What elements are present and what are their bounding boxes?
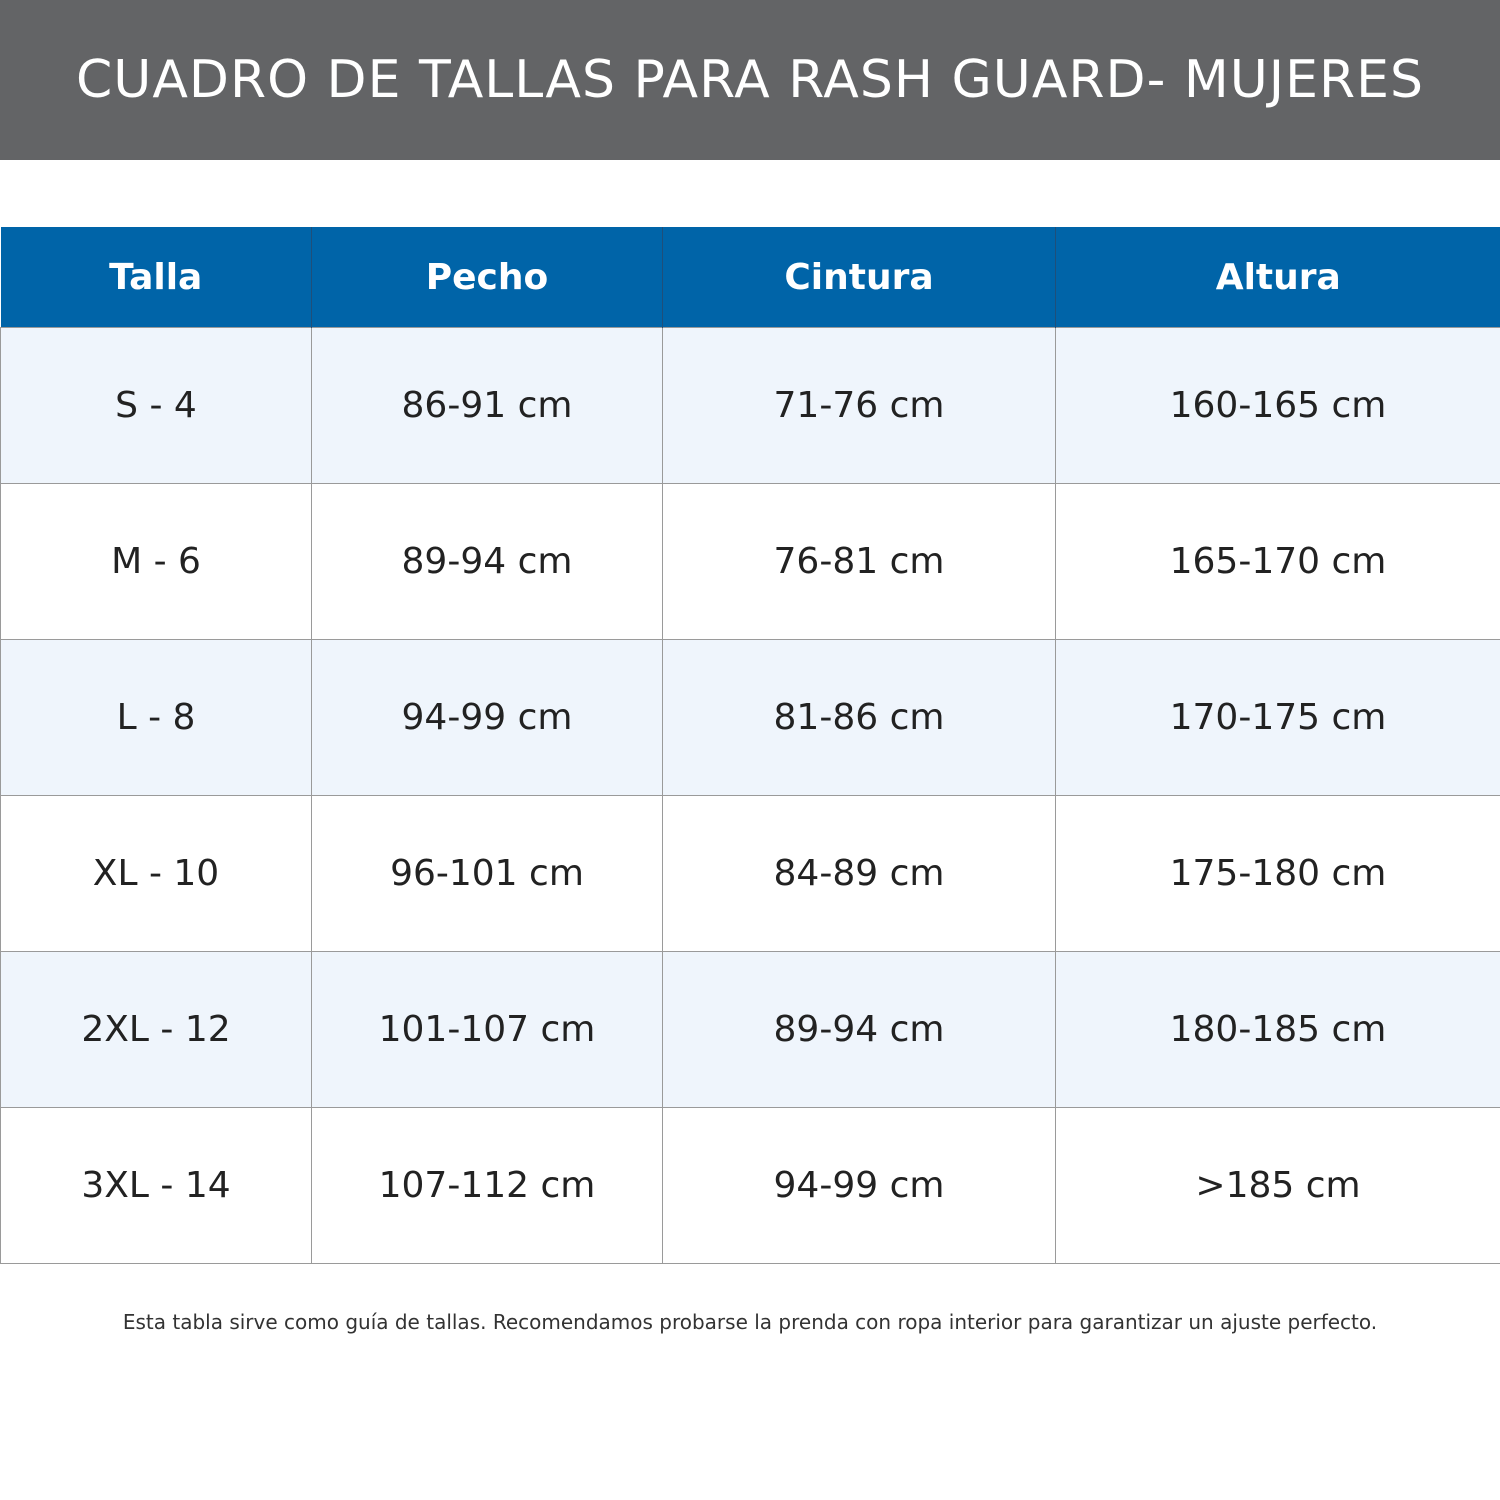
cell-cintura: 89-94 cm bbox=[662, 951, 1056, 1108]
cell-talla: XL - 10 bbox=[0, 795, 312, 952]
cell-talla: S - 4 bbox=[0, 327, 312, 484]
cell-altura: 165-170 cm bbox=[1055, 483, 1500, 640]
cell-cintura: 81-86 cm bbox=[662, 639, 1056, 796]
table-row: 3XL - 14 107-112 cm 94-99 cm >185 cm bbox=[0, 1107, 1500, 1264]
table-row: 2XL - 12 101-107 cm 89-94 cm 180-185 cm bbox=[0, 951, 1500, 1108]
cell-altura: 170-175 cm bbox=[1055, 639, 1500, 796]
table-row: S - 4 86-91 cm 71-76 cm 160-165 cm bbox=[0, 327, 1500, 484]
cell-altura: >185 cm bbox=[1055, 1107, 1500, 1264]
header-cintura: Cintura bbox=[662, 227, 1056, 328]
cell-talla: M - 6 bbox=[0, 483, 312, 640]
cell-pecho: 96-101 cm bbox=[311, 795, 663, 952]
footer-note: Esta tabla sirve como guía de tallas. Re… bbox=[122, 1310, 1378, 1334]
table-header-row: Talla Pecho Cintura Altura bbox=[0, 227, 1500, 328]
cell-cintura: 71-76 cm bbox=[662, 327, 1056, 484]
cell-talla: 2XL - 12 bbox=[0, 951, 312, 1108]
header-pecho: Pecho bbox=[311, 227, 663, 328]
cell-cintura: 84-89 cm bbox=[662, 795, 1056, 952]
cell-pecho: 94-99 cm bbox=[311, 639, 663, 796]
cell-altura: 180-185 cm bbox=[1055, 951, 1500, 1108]
table-row: XL - 10 96-101 cm 84-89 cm 175-180 cm bbox=[0, 795, 1500, 952]
page-title: CUADRO DE TALLAS PARA RASH GUARD- MUJERE… bbox=[75, 50, 1424, 110]
cell-cintura: 94-99 cm bbox=[662, 1107, 1056, 1264]
table-row: L - 8 94-99 cm 81-86 cm 170-175 cm bbox=[0, 639, 1500, 796]
cell-pecho: 86-91 cm bbox=[311, 327, 663, 484]
table-row: M - 6 89-94 cm 76-81 cm 165-170 cm bbox=[0, 483, 1500, 640]
title-banner: CUADRO DE TALLAS PARA RASH GUARD- MUJERE… bbox=[0, 0, 1500, 160]
cell-talla: L - 8 bbox=[0, 639, 312, 796]
cell-altura: 175-180 cm bbox=[1055, 795, 1500, 952]
size-table: Talla Pecho Cintura Altura S - 4 86-91 cm… bbox=[0, 227, 1500, 1264]
header-talla: Talla bbox=[0, 227, 312, 328]
header-altura: Altura bbox=[1055, 227, 1500, 328]
cell-pecho: 89-94 cm bbox=[311, 483, 663, 640]
cell-pecho: 101-107 cm bbox=[311, 951, 663, 1108]
cell-pecho: 107-112 cm bbox=[311, 1107, 663, 1264]
cell-talla: 3XL - 14 bbox=[0, 1107, 312, 1264]
cell-cintura: 76-81 cm bbox=[662, 483, 1056, 640]
cell-altura: 160-165 cm bbox=[1055, 327, 1500, 484]
